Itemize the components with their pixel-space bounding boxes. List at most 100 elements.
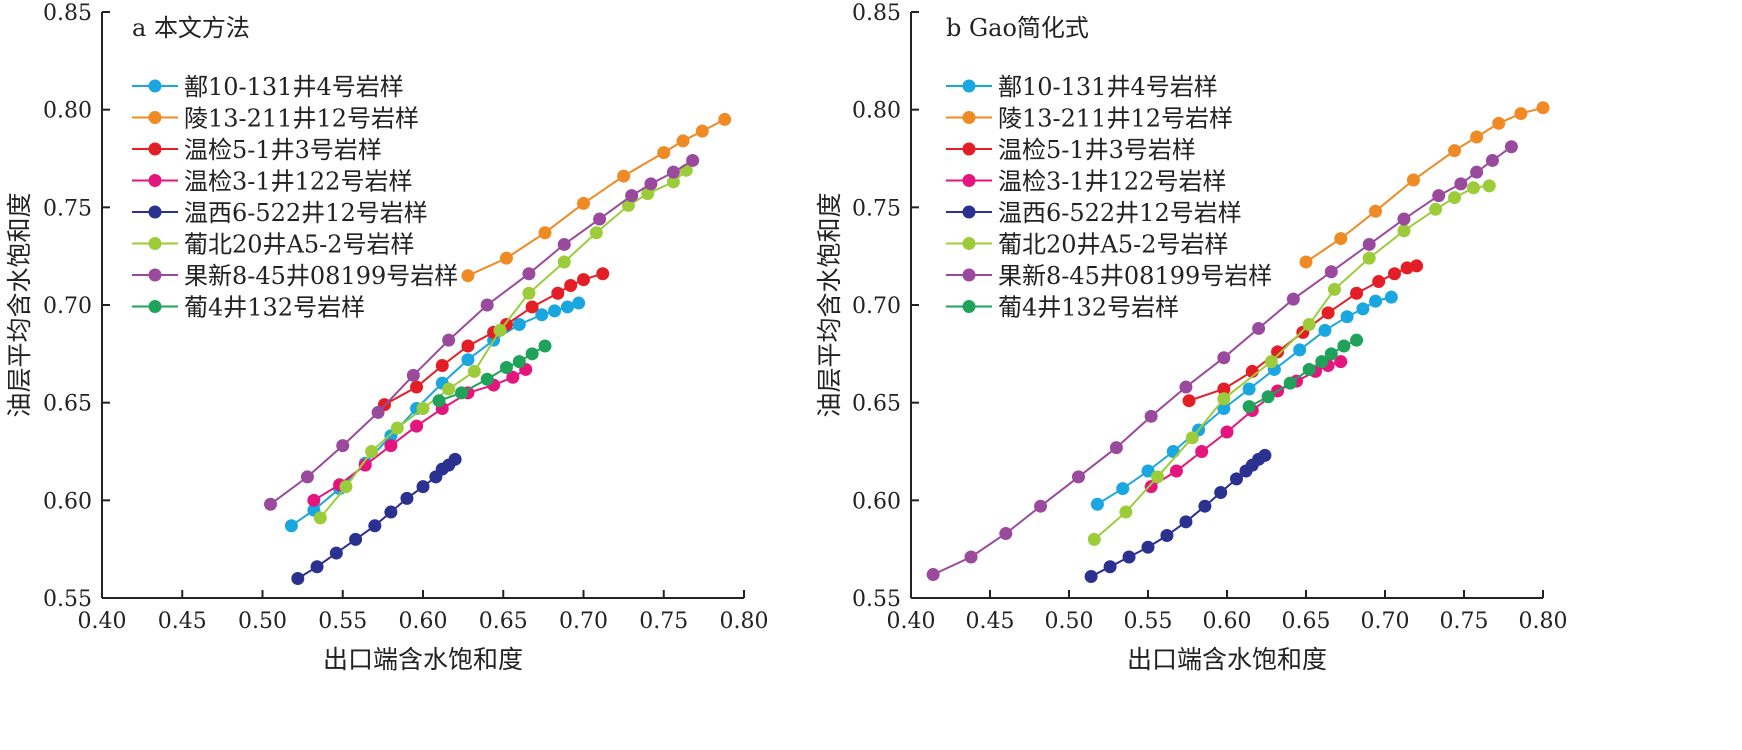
data-point <box>666 165 680 179</box>
y-tick-label: 0.80 <box>852 99 901 124</box>
data-point <box>1470 130 1484 144</box>
legend-marker <box>962 300 976 313</box>
data-point <box>307 493 321 507</box>
panel-title: a 本文方法 <box>132 14 250 42</box>
legend-marker <box>148 268 162 282</box>
data-point <box>1119 505 1133 519</box>
data-point <box>1182 394 1196 408</box>
y-tick-label: 0.70 <box>43 294 92 319</box>
data-point <box>1514 107 1528 121</box>
data-point <box>442 333 456 347</box>
data-point <box>1315 355 1329 369</box>
x-tick-label: 0.75 <box>1440 609 1489 634</box>
data-point <box>1362 237 1376 251</box>
legend-label: 葡4井132号岩样 <box>184 294 365 322</box>
legend-marker <box>148 300 162 313</box>
legend-label: 陵13-211井12号岩样 <box>184 105 419 133</box>
y-tick-label: 0.60 <box>43 489 92 514</box>
x-tick-label: 0.80 <box>1519 609 1568 634</box>
data-point <box>1169 464 1183 478</box>
data-point <box>522 286 536 300</box>
y-axis-title: 油层平均含水饱和度 <box>5 192 34 417</box>
data-point <box>1141 540 1155 554</box>
panel-title: b Gao简化式 <box>946 14 1089 42</box>
legend: 鄯10-131井4号岩样陵13-211井12号岩样温检5-1井3号岩样温检3-1… <box>946 73 1272 322</box>
data-point <box>1337 339 1351 353</box>
data-point <box>1286 292 1300 306</box>
y-tick-label: 0.85 <box>43 1 92 26</box>
data-point <box>1406 173 1420 187</box>
data-point <box>1429 202 1443 216</box>
x-tick-label: 0.65 <box>1282 609 1331 634</box>
series-5 <box>313 163 693 525</box>
x-tick-label: 0.55 <box>318 609 367 634</box>
data-point <box>349 532 363 546</box>
data-point <box>499 251 513 265</box>
data-point <box>1283 376 1297 390</box>
data-point <box>557 237 571 251</box>
legend-marker <box>148 237 162 250</box>
legend-label: 葡北20井A5-2号岩样 <box>184 231 415 259</box>
data-point <box>538 226 552 240</box>
data-point <box>1293 343 1307 357</box>
data-point <box>557 255 571 269</box>
data-point <box>1150 470 1164 484</box>
data-point <box>1448 144 1462 158</box>
data-point <box>525 300 539 314</box>
data-point <box>1318 323 1332 337</box>
data-point <box>1372 275 1386 289</box>
x-tick-label: 0.70 <box>1361 609 1410 634</box>
data-point <box>410 380 424 394</box>
legend-marker <box>962 111 976 124</box>
data-point <box>1466 181 1480 195</box>
data-point <box>1448 191 1462 205</box>
y-tick-label: 0.75 <box>852 196 901 221</box>
legend-label: 温检3-1井122号岩样 <box>998 168 1226 196</box>
data-point <box>1397 224 1411 238</box>
legend-marker <box>148 79 162 93</box>
data-point <box>621 198 635 212</box>
data-point <box>480 298 494 312</box>
legend-marker <box>962 205 976 219</box>
data-point <box>564 278 578 292</box>
data-point <box>416 402 430 416</box>
data-point <box>1302 362 1316 376</box>
data-point <box>368 519 382 533</box>
series-0 <box>1090 290 1398 511</box>
data-point <box>1369 204 1383 218</box>
data-point <box>1362 251 1376 265</box>
data-point <box>1324 347 1338 361</box>
data-point <box>371 405 385 419</box>
data-point <box>390 421 404 435</box>
data-point <box>461 269 475 283</box>
data-point <box>432 394 446 408</box>
legend-marker <box>962 174 976 187</box>
series-line <box>313 368 527 502</box>
data-point <box>641 187 655 201</box>
data-point <box>1220 425 1234 439</box>
y-tick-label: 0.60 <box>852 489 901 514</box>
legend-label: 果新8-45井08199号岩样 <box>998 262 1272 290</box>
data-point <box>1321 306 1335 320</box>
legend-marker <box>962 268 976 282</box>
data-point <box>300 470 314 484</box>
data-point <box>572 296 586 310</box>
y-tick-label: 0.65 <box>852 392 901 417</box>
data-point <box>461 353 475 367</box>
series-6 <box>264 153 700 511</box>
data-point <box>416 480 430 494</box>
y-tick-label: 0.65 <box>43 392 92 417</box>
data-point <box>1144 480 1158 494</box>
data-point <box>718 112 732 126</box>
data-point <box>1482 179 1496 193</box>
data-point <box>384 505 398 519</box>
data-point <box>1327 282 1341 296</box>
legend-label: 温西6-522井12号岩样 <box>998 199 1242 227</box>
data-point <box>329 546 343 560</box>
data-point <box>1384 290 1398 304</box>
legend-marker <box>148 111 162 124</box>
data-point <box>291 571 305 585</box>
x-tick-label: 0.50 <box>1045 609 1094 634</box>
